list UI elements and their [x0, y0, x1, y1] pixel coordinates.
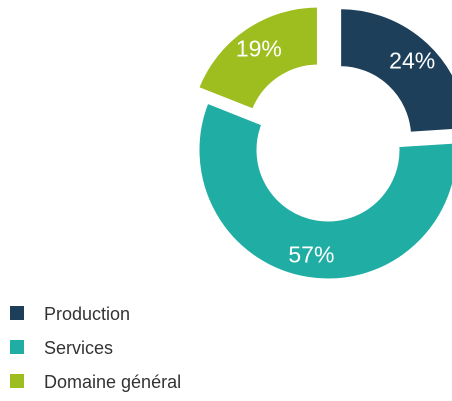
donut-slices: [195, 4, 452, 282]
slice-value-label: 19%: [236, 35, 282, 61]
legend-swatch: [10, 340, 24, 354]
slice-labels: 24% 57% 19%: [236, 35, 435, 267]
donut-slice-services: [196, 100, 452, 282]
legend-swatch: [10, 374, 24, 388]
legend-swatch: [10, 306, 24, 320]
donut-slice-production: [338, 6, 452, 135]
legend-label: Domaine général: [44, 372, 181, 392]
legend-label: Services: [44, 338, 113, 358]
donut-slice-domaine-général: [195, 4, 320, 113]
slice-value-label: 57%: [288, 242, 334, 268]
legend-label: Production: [44, 304, 130, 324]
chart-legend: Production Services Domaine général: [10, 304, 181, 392]
slice-value-label: 24%: [389, 47, 435, 73]
